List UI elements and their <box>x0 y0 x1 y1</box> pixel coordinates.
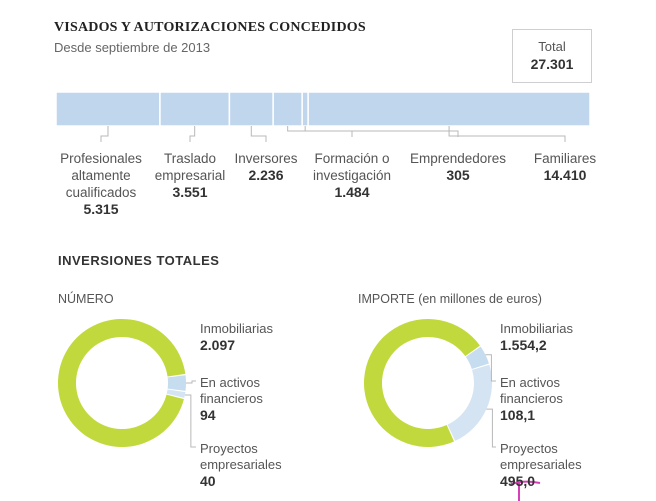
donut-numero-slice-inmobiliarias <box>58 319 186 448</box>
donut-label-line: Proyectos <box>500 441 558 456</box>
donut-importe-leader-proyectos-empresariales <box>486 408 496 448</box>
donut-numero-value-proyectos-empresariales: 40 <box>200 473 216 489</box>
donut-numero-slice-proyectos-empresariales <box>166 389 186 398</box>
bar-segment-inversores <box>228 91 274 127</box>
bar-label-line: empresarial <box>154 168 226 183</box>
donut-numero-slice-en-activos-financieros <box>167 375 186 391</box>
bar-segment-formacion-o-investigacion <box>272 91 303 127</box>
donut-label-line: financieros <box>500 391 563 406</box>
donut-numero-label-proyectos-empresariales: Proyectos empresariales 40 <box>200 441 282 489</box>
bar-segment-profesionales-altamente-cualificados <box>55 91 161 127</box>
donut-importe-label-en-activos-financieros: En activos financieros 108,1 <box>500 375 563 423</box>
donut-title-numero: NÚMERO <box>58 292 114 306</box>
bar-label-line: altamente <box>71 168 131 183</box>
donut-label-line: financieros <box>200 391 263 406</box>
donut-importe-label-proyectos-empresariales: Proyectos empresariales 495,0 <box>500 441 582 489</box>
section-title: INVERSIONES TOTALES <box>58 253 220 268</box>
bar-value-profesionales-altamente-cualificados: 5.315 <box>83 201 119 217</box>
donut-label-line: empresariales <box>500 457 582 472</box>
donut-importe-value-inmobiliarias: 1.554,2 <box>500 337 547 353</box>
bar-value-familiares: 14.410 <box>543 167 587 183</box>
total-box: Total 27.301 <box>512 29 592 83</box>
donut-label-line: empresariales <box>200 457 282 472</box>
donut-importe-slice-proyectos-empresariales <box>447 364 492 441</box>
bar-value-emprendedores: 305 <box>446 167 470 183</box>
donut-numero-value-inmobiliarias: 2.097 <box>200 337 236 353</box>
bar-label-formacion-o-investigacion: Formación o investigación 1.484 <box>292 150 412 201</box>
donut-importe-value-en-activos-financieros: 108,1 <box>500 407 536 423</box>
donut-numero-label-inmobiliarias: Inmobiliarias 2.097 <box>200 321 273 353</box>
bar-value-formacion-o-investigacion: 1.484 <box>334 184 370 200</box>
total-label: Total <box>538 39 566 54</box>
bar-label-line: Familiares <box>533 151 597 166</box>
bar-label-line: cualificados <box>65 185 137 200</box>
chart-subtitle: Desde septiembre de 2013 <box>54 40 211 55</box>
total-value: 27.301 <box>530 56 574 72</box>
bar-label-line: Profesionales <box>60 151 142 166</box>
bar-label-line: Traslado <box>163 151 217 166</box>
bar-label-emprendedores: Emprendedores 305 <box>398 150 518 184</box>
donut-label-line: Inmobiliarias <box>200 321 273 336</box>
bar-segment-traslado-empresarial <box>159 91 231 127</box>
bar-leader-inversores <box>250 126 267 142</box>
donut-numero-leader-proyectos-empresariales <box>184 394 196 448</box>
bar-segment-emprendedores <box>301 91 309 127</box>
bar-leader-profesionales-altamente-cualificados <box>100 126 109 142</box>
donut-importe-slice-en-activos-financieros <box>465 346 489 369</box>
bar-leader-familiares <box>448 126 566 142</box>
bar-value-inversores: 2.236 <box>248 167 284 183</box>
donut-importe-label-inmobiliarias: Inmobiliarias 1.554,2 <box>500 321 573 353</box>
bar-leader-emprendedores <box>304 126 459 137</box>
bar-label-line: Inversores <box>234 151 298 166</box>
bar-leader-traslado-empresarial <box>189 126 196 142</box>
chart-title: VISADOS Y AUTORIZACIONES CONCEDIDOS <box>54 20 366 35</box>
donut-importe-leader-en-activos-financieros <box>485 354 496 382</box>
bar-label-line: Formación o <box>314 151 390 166</box>
bar-label-profesionales-altamente-cualificados: Profesionales altamente cualificados 5.315 <box>41 150 161 218</box>
donut-numero-leader-en-activos-financieros <box>186 380 196 384</box>
donut-label-line: En activos <box>200 375 260 390</box>
donut-label-line: Inmobiliarias <box>500 321 573 336</box>
bar-label-traslado-empresarial: Traslado empresarial 3.551 <box>130 150 250 201</box>
bar-label-inversores: Inversores 2.236 <box>206 150 326 184</box>
donut-importe-value-proyectos-empresariales: 495,0 <box>500 473 536 489</box>
bar-label-line: investigación <box>312 168 392 183</box>
bar-label-familiares: Familiares 14.410 <box>505 150 625 184</box>
donut-numero-label-en-activos-financieros: En activos financieros 94 <box>200 375 263 423</box>
donut-title-importe: IMPORTE (en millones de euros) <box>358 292 542 306</box>
bar-label-line: Emprendedores <box>409 151 507 166</box>
donut-numero-value-en-activos-financieros: 94 <box>200 407 216 423</box>
bar-segment-familiares <box>307 91 591 127</box>
donut-label-line: En activos <box>500 375 560 390</box>
annotation-marker <box>510 480 541 501</box>
donut-label-line: Proyectos <box>200 441 258 456</box>
bar-value-traslado-empresarial: 3.551 <box>172 184 208 200</box>
donut-importe-slice-inmobiliarias <box>364 318 480 447</box>
